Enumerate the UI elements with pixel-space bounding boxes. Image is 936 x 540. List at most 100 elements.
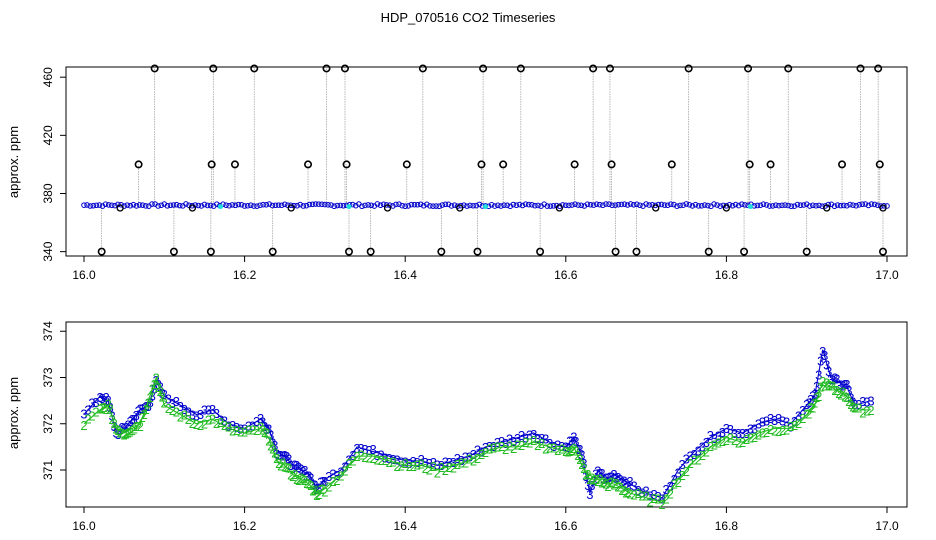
baseline-point — [266, 201, 273, 207]
series-point-label: 3 — [422, 455, 429, 470]
series-point-label: 2 — [321, 484, 328, 499]
series-point-label: 2 — [827, 379, 834, 394]
series-point-label: 2 — [723, 433, 730, 448]
baseline-point — [686, 201, 693, 208]
series-point-label: 3 — [205, 402, 212, 417]
series-point-label: 2 — [313, 488, 320, 503]
series-point-label: 3 — [275, 448, 282, 463]
baseline-point — [630, 202, 637, 208]
baseline-point — [272, 202, 279, 209]
series-point-label: 2 — [275, 456, 282, 471]
panel2-frame — [65, 321, 908, 508]
series-point-label: 2 — [402, 456, 409, 471]
series-point-label: 2 — [205, 413, 212, 428]
baseline-point — [257, 202, 263, 209]
series-point-label: 3 — [723, 421, 730, 436]
series-point-label: 2 — [711, 437, 718, 452]
series-point-label: 2 — [153, 370, 160, 385]
baseline-point — [810, 202, 816, 209]
series-point-label: 3 — [614, 470, 621, 485]
series-point-label: 2 — [169, 403, 176, 418]
series-point-label: 2 — [426, 463, 433, 478]
baseline-point — [399, 202, 405, 209]
baseline-point — [359, 203, 365, 210]
series-point-label: 3 — [538, 431, 545, 446]
series-point-label: 2 — [622, 486, 629, 501]
baseline-point — [593, 201, 600, 207]
series-point-label: 2 — [867, 403, 874, 418]
series-point-label: 3 — [153, 373, 160, 388]
series-point-label: 2 — [462, 455, 469, 470]
y-tick-label: 460 — [41, 67, 55, 87]
series-point-label: 2 — [574, 448, 581, 463]
baseline-point — [739, 201, 745, 207]
baseline-point — [229, 202, 236, 208]
series-point-label: 2 — [837, 388, 844, 403]
flagged-point — [784, 64, 793, 73]
y-tick-label: 340 — [41, 241, 55, 261]
series-point-label: 3 — [213, 406, 220, 421]
series-point-label: 3 — [345, 452, 352, 467]
baseline-point — [417, 201, 424, 208]
series-point-label: 3 — [655, 489, 662, 504]
series-point-label: 3 — [576, 442, 583, 457]
flagged-point — [477, 160, 486, 169]
series-point-label: 2 — [506, 439, 513, 454]
series-point-label: 3 — [727, 422, 734, 437]
series-point-label: 3 — [382, 450, 389, 465]
series-point-label: 3 — [137, 402, 144, 417]
series-point-label: 3 — [209, 402, 216, 417]
baseline-point — [226, 202, 232, 209]
baseline-point — [328, 202, 334, 208]
series-point-label: 3 — [193, 408, 200, 423]
flagged-point — [250, 64, 259, 73]
baseline-point — [637, 202, 643, 209]
baseline-point — [464, 203, 470, 209]
flagged-point — [878, 247, 887, 256]
series-point-label: 3 — [763, 413, 770, 428]
baseline-point — [822, 203, 829, 209]
series-point-label: 2 — [755, 427, 762, 442]
baseline-point — [420, 202, 427, 209]
series-point-label: 3 — [98, 391, 105, 406]
series-point-label: 3 — [426, 456, 433, 471]
series-point-label: 3 — [695, 444, 702, 459]
flagged-point — [150, 64, 159, 73]
series-point-label: 3 — [679, 457, 686, 472]
baseline-point — [618, 201, 625, 208]
series-point-label: 2 — [558, 441, 565, 456]
baseline-point — [711, 201, 717, 207]
baseline-point — [677, 202, 683, 209]
series-point-label: 3 — [249, 418, 256, 433]
series-point-label: 2 — [133, 419, 140, 434]
series-point-label: 3 — [438, 458, 445, 473]
near-baseline-flag-point — [116, 204, 124, 212]
series-point-label: 3 — [141, 400, 148, 415]
series-point-label: 2 — [791, 418, 798, 433]
series-point-label: 3 — [839, 378, 846, 393]
series-point-label: 3 — [386, 451, 393, 466]
y-tick-label: 371 — [41, 460, 55, 480]
baseline-point — [325, 201, 331, 208]
baseline-point — [93, 202, 100, 209]
series-point-label: 2 — [102, 402, 109, 417]
baseline-point — [427, 203, 433, 209]
baseline-point — [149, 201, 155, 207]
series-point-label: 2 — [410, 459, 417, 474]
series-point-label: 3 — [299, 464, 306, 479]
series-point-label: 3 — [285, 452, 292, 467]
series-point-label: 2 — [542, 441, 549, 456]
baseline-point — [263, 201, 270, 208]
series-point-label: 3 — [273, 447, 280, 462]
series-point-label: 3 — [622, 476, 629, 491]
flagged-point — [632, 247, 641, 256]
series-point-label: 3 — [546, 436, 553, 451]
series-point-label: 2 — [863, 403, 870, 418]
series-point-label: 3 — [100, 393, 107, 408]
baseline-point — [590, 202, 597, 208]
series-point-label: 2 — [538, 436, 545, 451]
flagged-point — [536, 247, 545, 256]
series-point-label: 3 — [197, 407, 204, 422]
series-point-label: 2 — [610, 477, 617, 492]
series-point-label: 2 — [586, 472, 593, 487]
